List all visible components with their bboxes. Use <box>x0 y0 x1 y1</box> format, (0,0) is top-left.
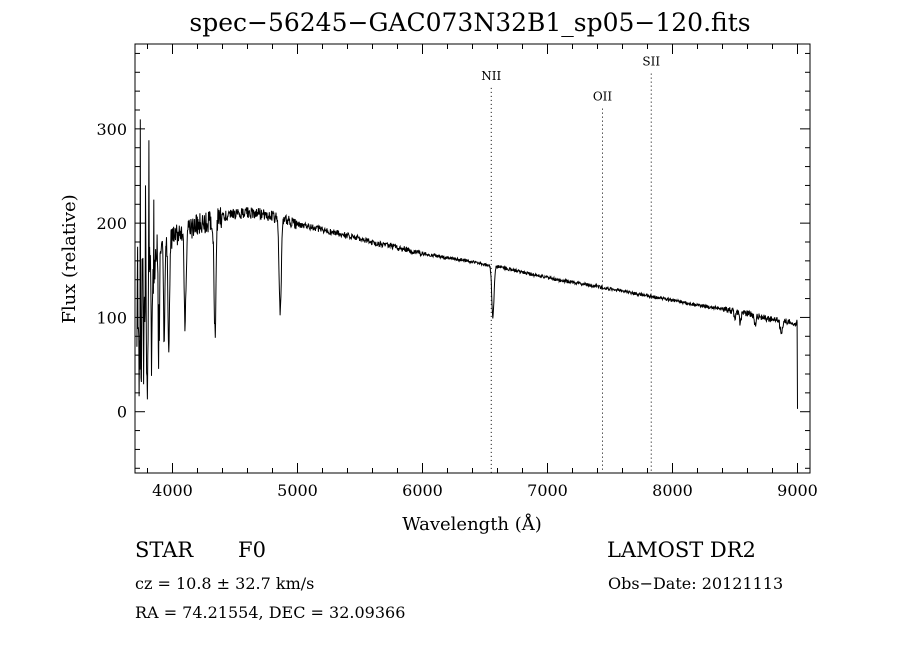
y-axis-label: Flux (relative) <box>59 194 80 323</box>
spectrum-line <box>136 119 798 409</box>
annotation-label: OII <box>593 90 613 104</box>
y-tick-label: 300 <box>96 120 127 139</box>
object-type: STAR <box>135 538 194 562</box>
y-tick-label: 200 <box>96 214 127 233</box>
chart-title: spec−56245−GAC073N32B1_sp05−120.fits <box>189 8 751 37</box>
observation-date: Obs−Date: 20121113 <box>608 574 784 593</box>
x-tick-label: 7000 <box>527 481 568 500</box>
x-tick-label: 6000 <box>402 481 443 500</box>
x-tick-label: 9000 <box>777 481 818 500</box>
ra-dec-coordinates: RA = 74.21554, DEC = 32.09366 <box>135 603 406 622</box>
redshift-velocity: cz = 10.8 ± 32.7 km/s <box>135 574 315 593</box>
x-axis-label: Wavelength (Å) <box>402 513 542 535</box>
y-tick-label: 100 <box>96 308 127 327</box>
plot-frame <box>134 43 811 474</box>
object-class: F0 <box>238 538 266 562</box>
annotation-label: SII <box>642 55 660 69</box>
y-tick-label: 0 <box>117 403 127 422</box>
x-tick-label: 4000 <box>152 481 193 500</box>
survey-name: LAMOST DR2 <box>607 538 756 562</box>
x-tick-label: 5000 <box>277 481 318 500</box>
x-tick-label: 8000 <box>652 481 693 500</box>
annotation-label: NII <box>481 69 501 83</box>
